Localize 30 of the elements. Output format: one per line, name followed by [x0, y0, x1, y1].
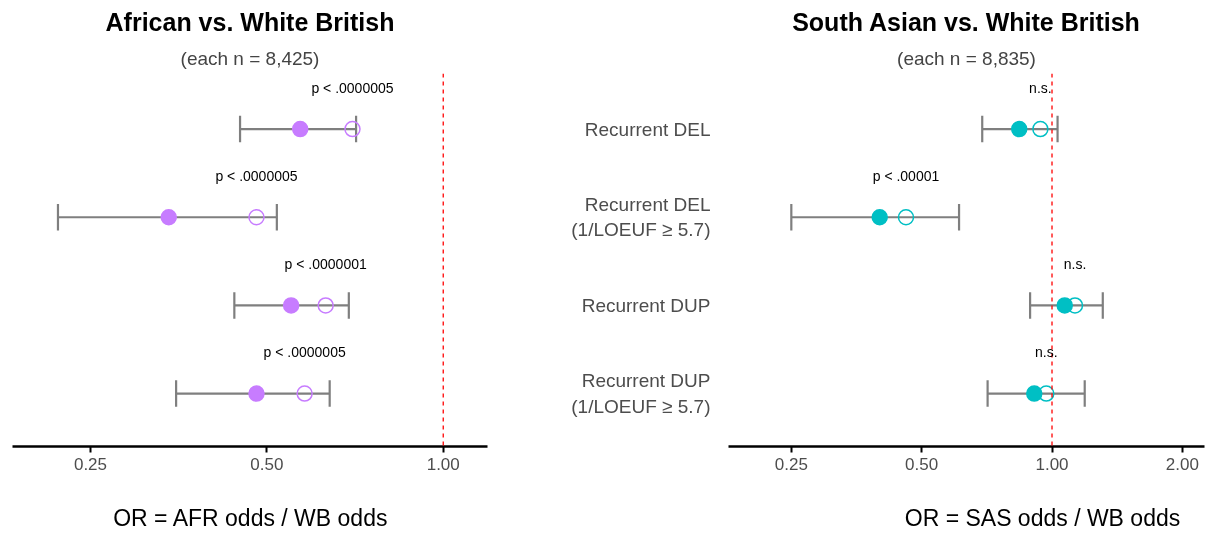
x-tick-label: 1.00: [426, 454, 460, 474]
x-tick-label: 0.50: [905, 454, 939, 474]
x-tick-label: 0.50: [250, 454, 284, 474]
x-axis-title: OR = AFR odds / WB odds: [113, 504, 388, 531]
point: [248, 385, 265, 402]
annotation: p < .00001: [872, 167, 940, 184]
annotation: p < .0000005: [215, 167, 298, 184]
x-tick-label: 2.00: [1165, 454, 1199, 474]
y-tick-label: Recurrent DUP: [581, 294, 711, 316]
y-tick-label: Recurrent DUP (1/LOEUF ≥ 5.7): [571, 370, 711, 417]
x-axis-title: OR = SAS odds / WB odds: [904, 504, 1181, 531]
x-tick-label: 0.25: [73, 454, 108, 474]
annotation: n.s.: [1029, 79, 1052, 96]
y-tick-label: Recurrent DEL: [584, 118, 711, 140]
annotation: p < .0000005: [311, 79, 394, 96]
annotation: p < .0000001: [284, 255, 367, 272]
y-tick-label: Recurrent DEL (1/LOEUF ≥ 5.7): [571, 194, 711, 241]
x-tick-label: 1.00: [1035, 454, 1069, 474]
point: [282, 297, 300, 314]
chart-subtitle: (each n = 8,835): [897, 47, 1036, 69]
annotation: n.s.: [1035, 344, 1058, 361]
chart-title: South Asian vs. White British: [792, 7, 1140, 36]
point: [296, 385, 313, 402]
annotation: n.s.: [1063, 255, 1087, 272]
x-tick-label: 0.25: [774, 454, 808, 474]
chart-subtitle: (each n = 8,425): [180, 47, 320, 69]
point: [291, 120, 309, 138]
point: [248, 209, 265, 226]
chart-title: African vs. White British: [105, 7, 395, 36]
annotation: p < .0000005: [263, 344, 346, 361]
